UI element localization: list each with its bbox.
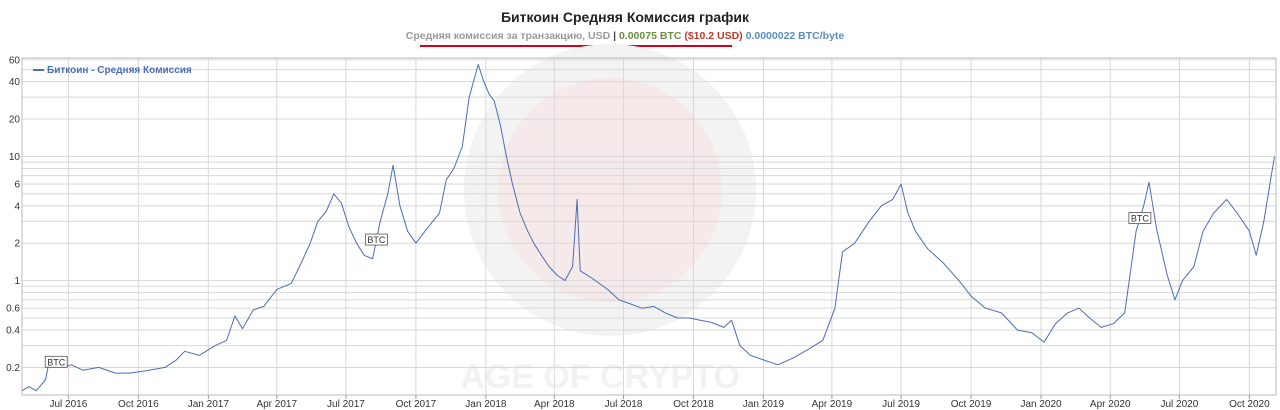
legend-series-name: Биткоин - Средняя Комиссия [47, 65, 192, 76]
x-tick-label: Oct 2018 [673, 399, 714, 410]
chart-annotations: BTC BTC BTC [44, 212, 1152, 368]
x-tick-label: Apr 2020 [1090, 399, 1131, 410]
annotation-flag-box [44, 355, 68, 368]
x-tick-label: Jul 2019 [882, 399, 920, 410]
x-tick-label: Jul 2016 [49, 399, 87, 410]
x-tick-label: Jan 2017 [188, 399, 230, 410]
x-tick-label: Jul 2020 [1161, 399, 1199, 410]
x-tick-label: Jul 2018 [605, 399, 643, 410]
x-tick-label: Jul 2017 [327, 399, 365, 410]
chart-grid [22, 58, 1276, 395]
annotation-flag-box [1128, 212, 1152, 224]
subtitle-separator: | [610, 30, 619, 42]
x-tick-label: Apr 2018 [534, 399, 575, 410]
annotation-flag[interactable]: BTC [1128, 212, 1152, 224]
y-tick-label: 0.4 [6, 326, 20, 337]
y-tick-label: 0.2 [6, 363, 20, 374]
x-tick-label: Jan 2019 [743, 399, 785, 410]
annotation-flag-box [364, 233, 388, 246]
subtitle-underline [420, 45, 732, 47]
y-tick-label: 4 [14, 201, 20, 212]
annotation-flag[interactable]: BTC [364, 233, 388, 246]
x-tick-label: Jan 2018 [465, 399, 507, 410]
y-tick-label: 6 [14, 179, 20, 190]
y-tick-label: 10 [9, 152, 21, 163]
chart-subtitle: Средняя комиссия за транзакцию, USD | 0.… [0, 30, 1250, 42]
chart-axes: 0.2 0.4 0.6 1 2 4 6 10 20 40 60 Jul 2016 Oct 2016 Jan… [6, 55, 1277, 410]
annotation-flag-label: BTC [47, 357, 66, 367]
annotation-flag-label: BTC [367, 235, 386, 245]
y-tick-label: 1 [14, 276, 20, 287]
x-tick-label: Oct 2020 [1229, 399, 1270, 410]
x-tick-label: Apr 2019 [812, 399, 853, 410]
y-tick-label: 20 [9, 115, 21, 126]
subtitle-usd-value: ($10.2 USD) [684, 30, 743, 42]
x-tick-label: Oct 2016 [118, 399, 159, 410]
y-tick-label: 2 [14, 239, 20, 250]
subtitle-byte-value: 0.0000022 BTC/byte [745, 30, 845, 42]
chart-series [21, 64, 1275, 392]
subtitle-btc-value: 0.00075 BTC [618, 30, 682, 42]
x-tick-label: Oct 2017 [396, 399, 437, 410]
annotation-flag-label: BTC [1131, 214, 1150, 224]
annotation-flag[interactable]: BTC [44, 355, 68, 368]
y-tick-label: 60 [9, 55, 21, 66]
chart-legend: Биткоин - Средняя Комиссия [33, 65, 192, 76]
x-tick-label: Jan 2020 [1020, 399, 1062, 410]
plot-frame [21, 57, 1277, 396]
subtitle-metric: Средняя комиссия за транзакцию, USD [405, 30, 611, 42]
chart-title: Биткоин Средняя Комиссия график [500, 9, 749, 25]
y-tick-label: 40 [9, 77, 21, 88]
watermark-text: AGE OF CRYPTO [460, 358, 740, 396]
y-tick-label: 0.6 [6, 304, 20, 315]
series-line-0 [21, 64, 1275, 392]
x-tick-label: Oct 2019 [951, 399, 992, 410]
x-tick-label: Apr 2017 [256, 399, 297, 410]
